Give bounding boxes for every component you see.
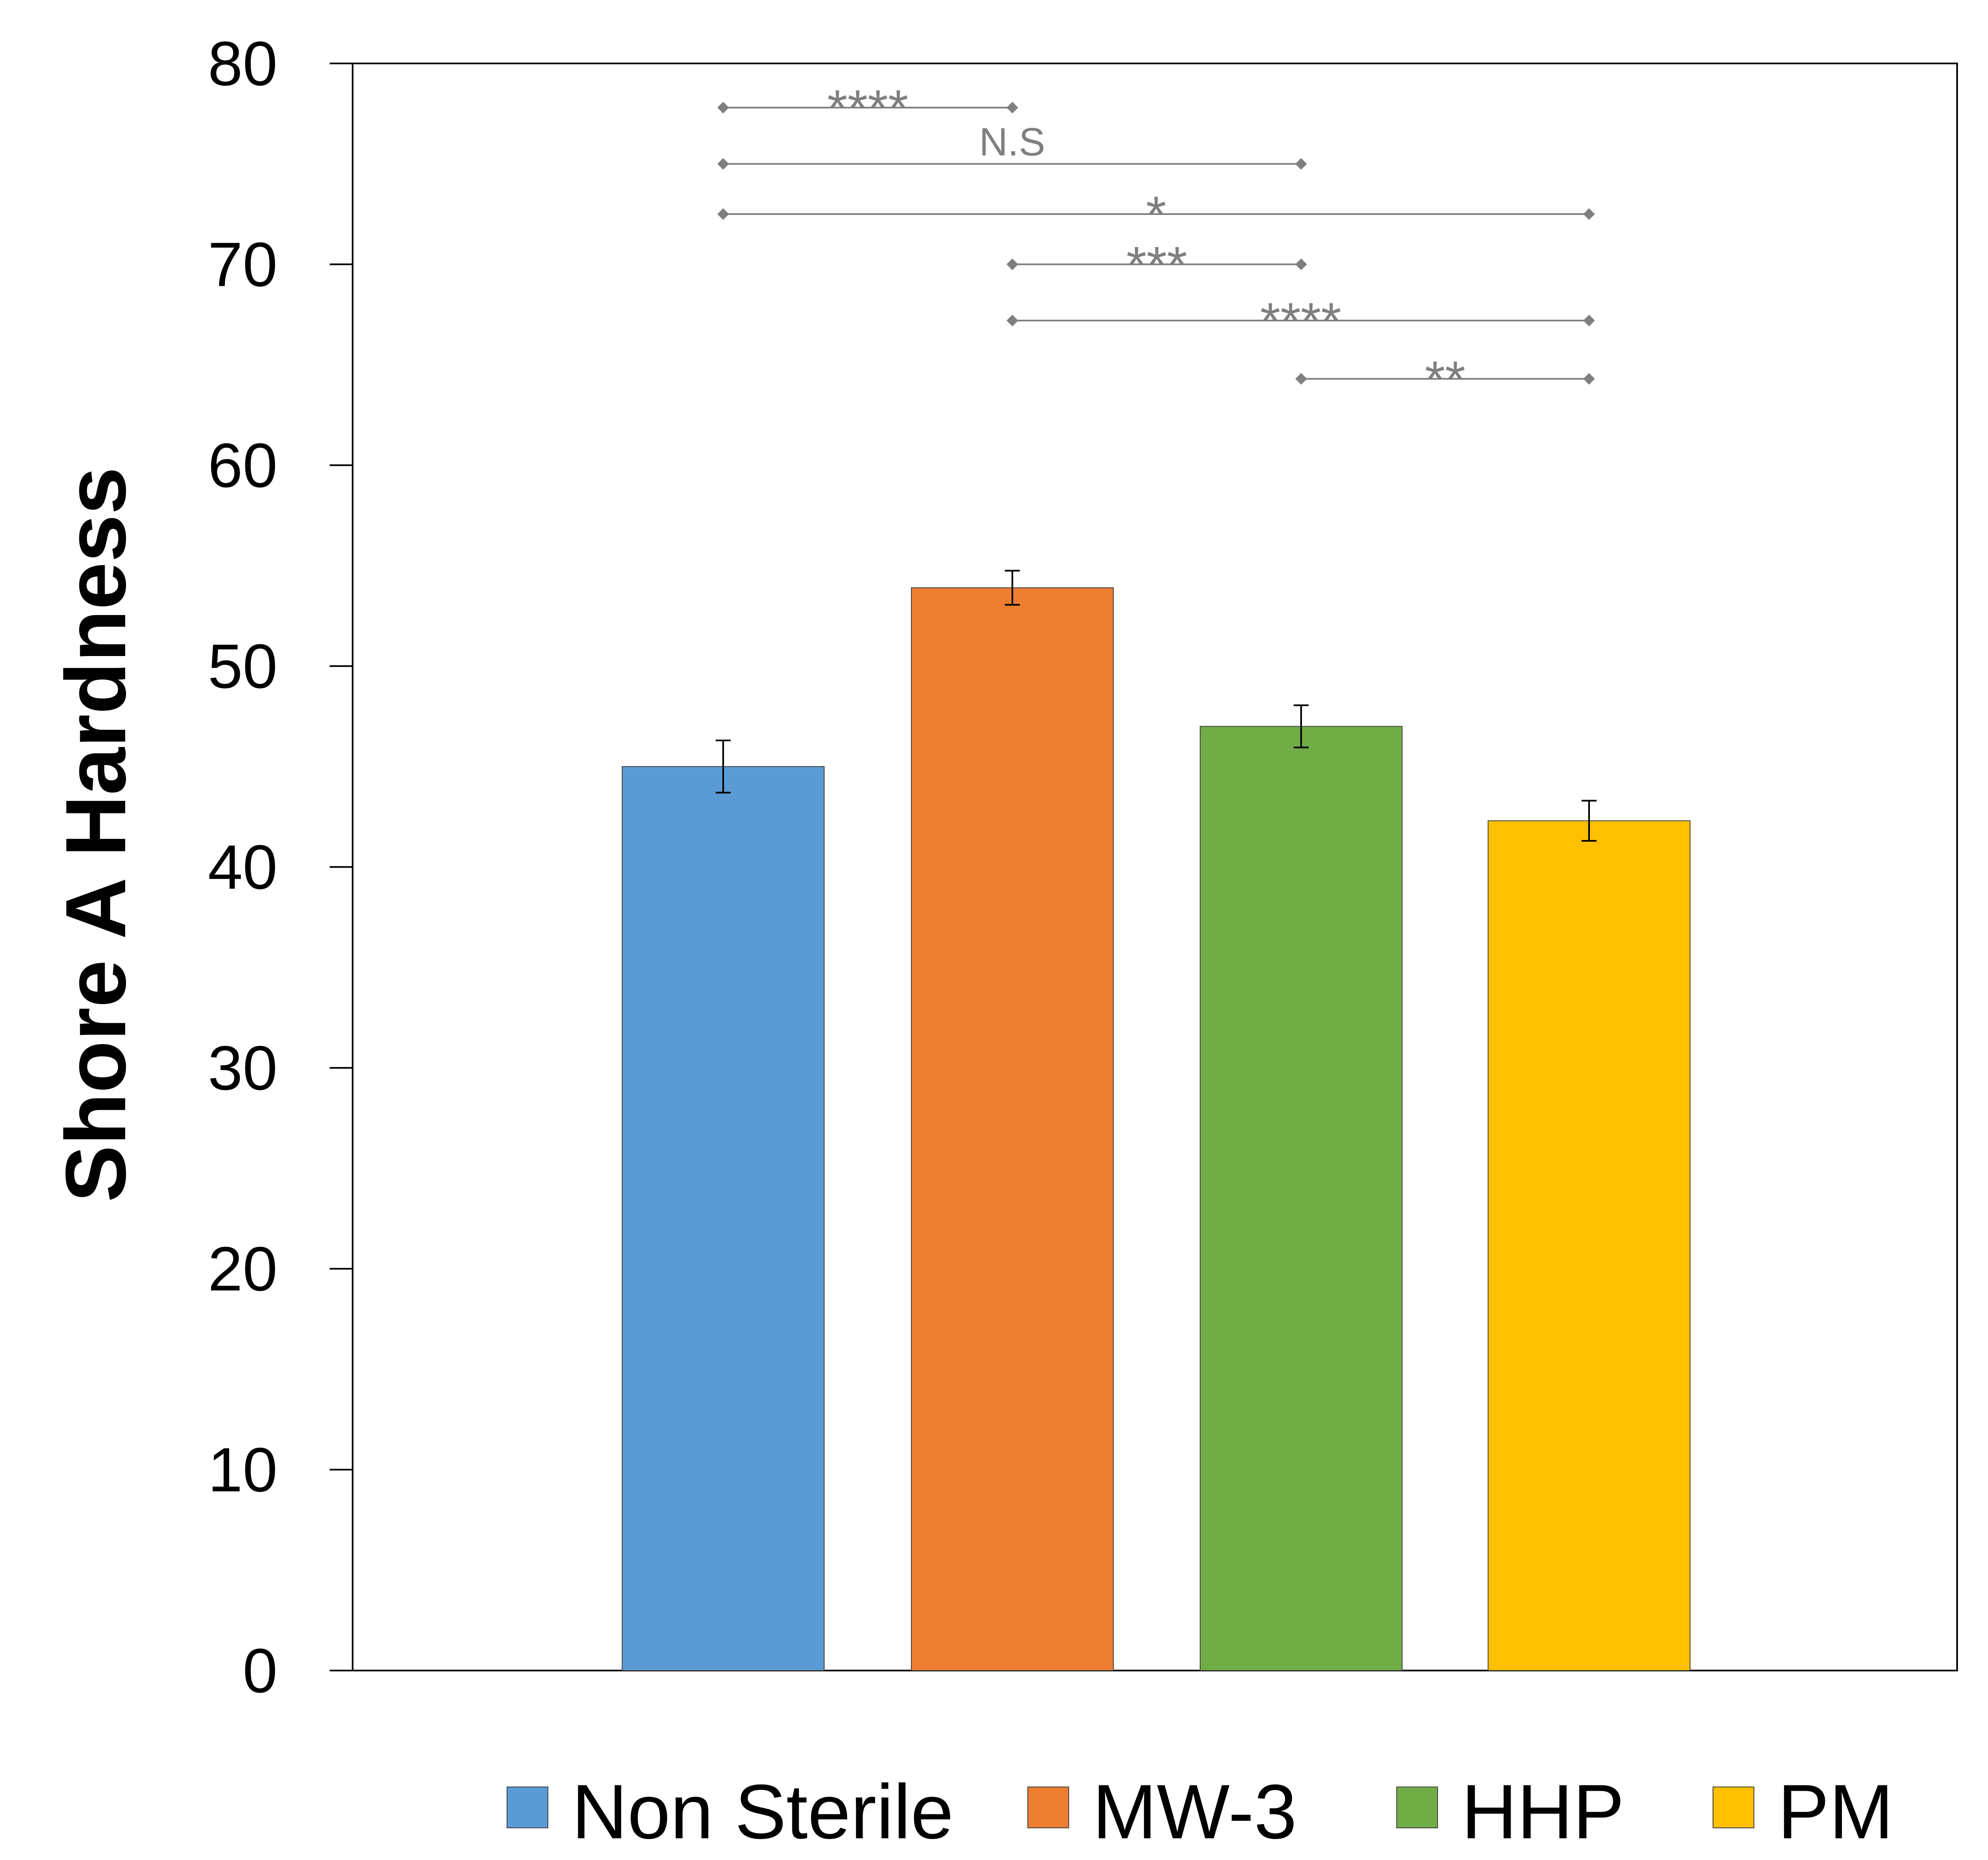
significance-label: **** bbox=[1260, 293, 1342, 351]
y-tick-label: 50 bbox=[208, 631, 278, 701]
bars-group bbox=[622, 587, 1690, 1671]
significance-marker bbox=[1583, 315, 1595, 327]
legend-swatch bbox=[1396, 1787, 1438, 1828]
significance-marker bbox=[1007, 258, 1018, 270]
plot-area bbox=[352, 63, 1958, 1671]
significance-label: N.S bbox=[979, 120, 1045, 164]
bar bbox=[911, 587, 1114, 1671]
significance-marker bbox=[1007, 101, 1018, 114]
plot-border bbox=[352, 63, 1958, 1671]
legend-swatch bbox=[1027, 1787, 1069, 1828]
y-tick-label: 10 bbox=[208, 1435, 278, 1505]
legend: Non Sterile MW-3 HHP PM bbox=[507, 1769, 1894, 1855]
bar bbox=[1488, 820, 1690, 1671]
significance-marker bbox=[1295, 373, 1307, 385]
significance-marker bbox=[1583, 208, 1595, 220]
significance-marker bbox=[717, 158, 729, 170]
bar bbox=[1200, 726, 1403, 1671]
legend-label: MW-3 bbox=[1092, 1769, 1297, 1855]
y-tick-label: 20 bbox=[208, 1234, 278, 1304]
significance-marker bbox=[1583, 373, 1595, 385]
y-tick-label: 80 bbox=[208, 28, 278, 98]
y-axis-title: Shore A Hardness bbox=[48, 467, 144, 1202]
significance-label: *** bbox=[1126, 236, 1187, 294]
significance-marker bbox=[1295, 158, 1307, 170]
y-tick-label: 70 bbox=[208, 229, 278, 299]
y-tick-label: 30 bbox=[208, 1033, 278, 1103]
y-axis: 0 10 20 30 40 50 60 70 80 bbox=[208, 28, 353, 1706]
y-tick-label: 40 bbox=[208, 832, 278, 902]
y-tick-label: 60 bbox=[208, 430, 278, 500]
bar bbox=[622, 766, 825, 1671]
legend-swatch bbox=[507, 1787, 548, 1828]
significance-label: * bbox=[1146, 186, 1166, 244]
legend-label: Non Sterile bbox=[572, 1769, 954, 1855]
significance-label: **** bbox=[827, 80, 908, 138]
legend-label: HHP bbox=[1461, 1769, 1625, 1855]
error-bars-group bbox=[716, 570, 1597, 842]
significance-label: ** bbox=[1425, 351, 1465, 409]
significance-marker bbox=[717, 208, 729, 220]
legend-swatch bbox=[1713, 1787, 1754, 1828]
significance-marker bbox=[1295, 258, 1307, 270]
y-tick-label: 0 bbox=[243, 1635, 278, 1706]
significance-marker bbox=[717, 101, 729, 114]
legend-label: PM bbox=[1778, 1769, 1894, 1855]
significance-brackets: ****N.S********** bbox=[717, 80, 1595, 409]
significance-marker bbox=[1007, 315, 1018, 327]
